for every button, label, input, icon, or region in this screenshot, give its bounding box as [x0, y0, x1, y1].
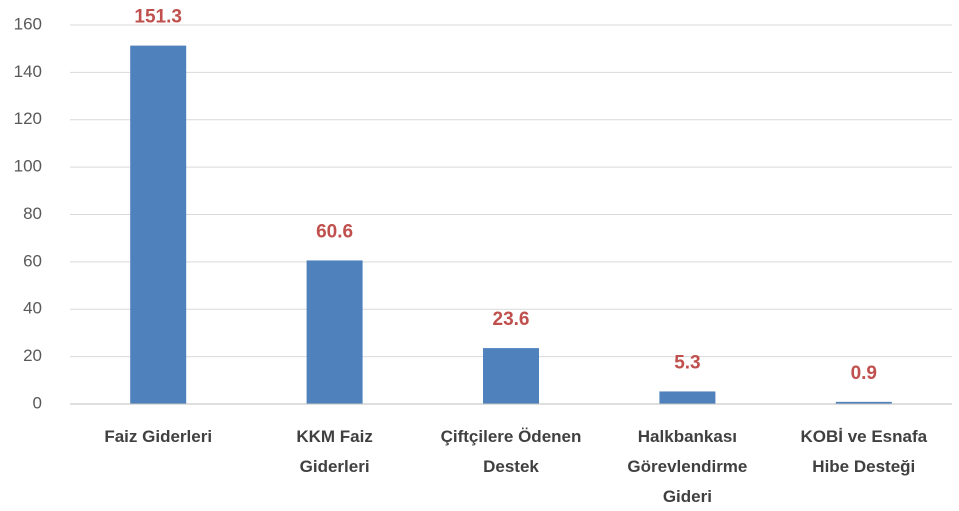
y-tick-label: 0: [33, 393, 42, 412]
y-tick-label: 80: [23, 204, 42, 223]
data-label: 151.3: [134, 7, 182, 28]
y-tick-label: 60: [23, 251, 42, 270]
y-tick-label: 40: [23, 299, 42, 318]
bar: [306, 260, 363, 404]
x-tick-label: Çiftçilere Ödenen Destek: [441, 427, 582, 476]
data-label: 60.6: [316, 221, 353, 242]
data-label: 0.9: [851, 363, 877, 384]
data-label: 23.6: [493, 309, 530, 330]
y-tick-label: 160: [14, 14, 42, 33]
y-tick-label: 100: [14, 157, 42, 176]
y-tick-label: 140: [14, 62, 42, 81]
y-tick-label: 120: [14, 109, 42, 128]
bar: [130, 45, 187, 404]
bar: [659, 391, 716, 404]
x-tick-label: KKM Faiz Giderleri: [296, 427, 373, 476]
x-tick-label: KOBİ ve Esnafa Hibe Desteği: [800, 427, 927, 476]
bar: [483, 348, 539, 404]
x-tick-label: Faiz Giderleri: [104, 427, 212, 446]
data-label: 5.3: [674, 352, 700, 373]
bar: [835, 401, 892, 404]
y-tick-label: 20: [23, 346, 42, 365]
x-tick-label: Halkbankası Görevlendirme Gideri: [627, 427, 747, 506]
